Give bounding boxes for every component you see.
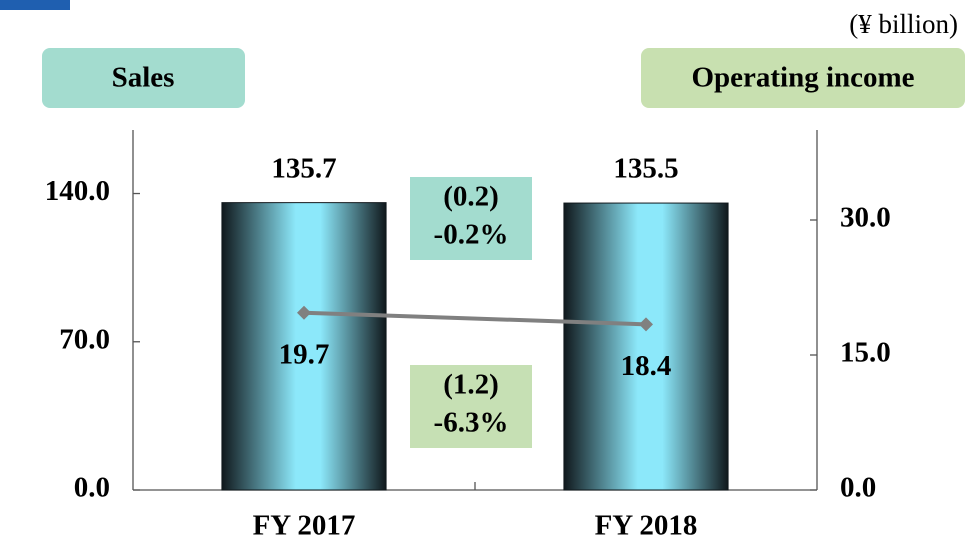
y2-tick-label: 15.0 xyxy=(840,337,891,369)
y-tick-label: 140.0 xyxy=(45,175,110,207)
bar xyxy=(221,202,387,491)
annotation: (0.2) xyxy=(443,181,499,213)
bar xyxy=(563,202,729,491)
annotation-box xyxy=(410,177,532,260)
annotation-box xyxy=(410,365,532,448)
annotation: (1.2) xyxy=(443,369,499,401)
line-marker xyxy=(297,305,311,320)
legend-box xyxy=(42,48,245,108)
corner-decoration xyxy=(0,0,70,10)
legend-label: Sales xyxy=(112,62,175,94)
unit-label: (¥ billion) xyxy=(849,9,958,39)
legend-box xyxy=(641,48,965,108)
y2-tick-label: 30.0 xyxy=(840,202,891,234)
legend-label: Operating income xyxy=(691,62,914,94)
x-tick-label: FY 2017 xyxy=(253,510,356,542)
data-label: 19.7 xyxy=(279,338,330,370)
annotation: -0.2% xyxy=(434,219,509,251)
line xyxy=(303,310,647,327)
y2-tick-label: 0.0 xyxy=(840,472,876,504)
line-marker xyxy=(639,317,653,332)
data-label: 135.7 xyxy=(271,152,336,184)
y-tick-label: 0.0 xyxy=(74,472,110,504)
data-label: 135.5 xyxy=(613,153,678,185)
data-label: 18.4 xyxy=(621,350,672,382)
annotation: -6.3% xyxy=(434,407,509,439)
y-tick-label: 70.0 xyxy=(59,323,110,355)
x-tick-label: FY 2018 xyxy=(595,510,698,542)
